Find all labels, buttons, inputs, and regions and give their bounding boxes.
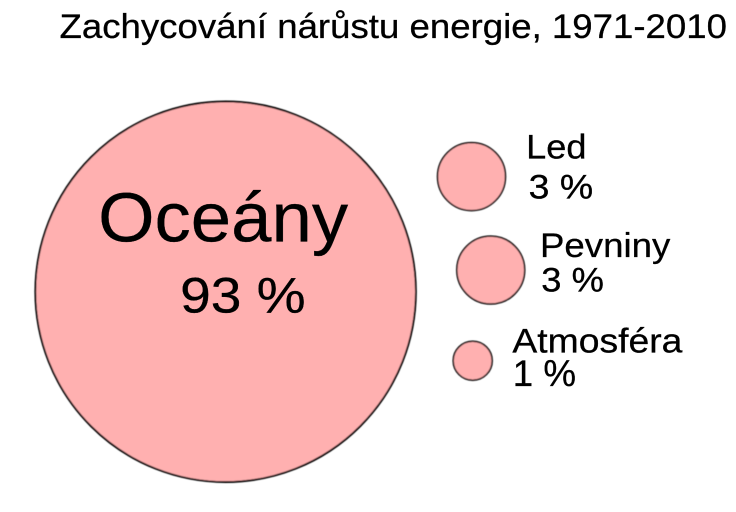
svg-text:Zachycování nárůstu energie, 1: Zachycování nárůstu energie, 1971-2010 (60, 8, 728, 46)
svg-text:Pevniny: Pevniny (540, 227, 671, 265)
svg-text:Led: Led (526, 128, 586, 166)
svg-text:3 %: 3 % (541, 261, 604, 299)
svg-text:Oceány: Oceány (98, 179, 348, 257)
svg-text:3 %: 3 % (529, 169, 594, 207)
svg-text:Atmosféra: Atmosféra (512, 323, 683, 361)
svg-text:1 %: 1 % (513, 353, 576, 394)
svg-text:93 %: 93 % (180, 267, 306, 324)
